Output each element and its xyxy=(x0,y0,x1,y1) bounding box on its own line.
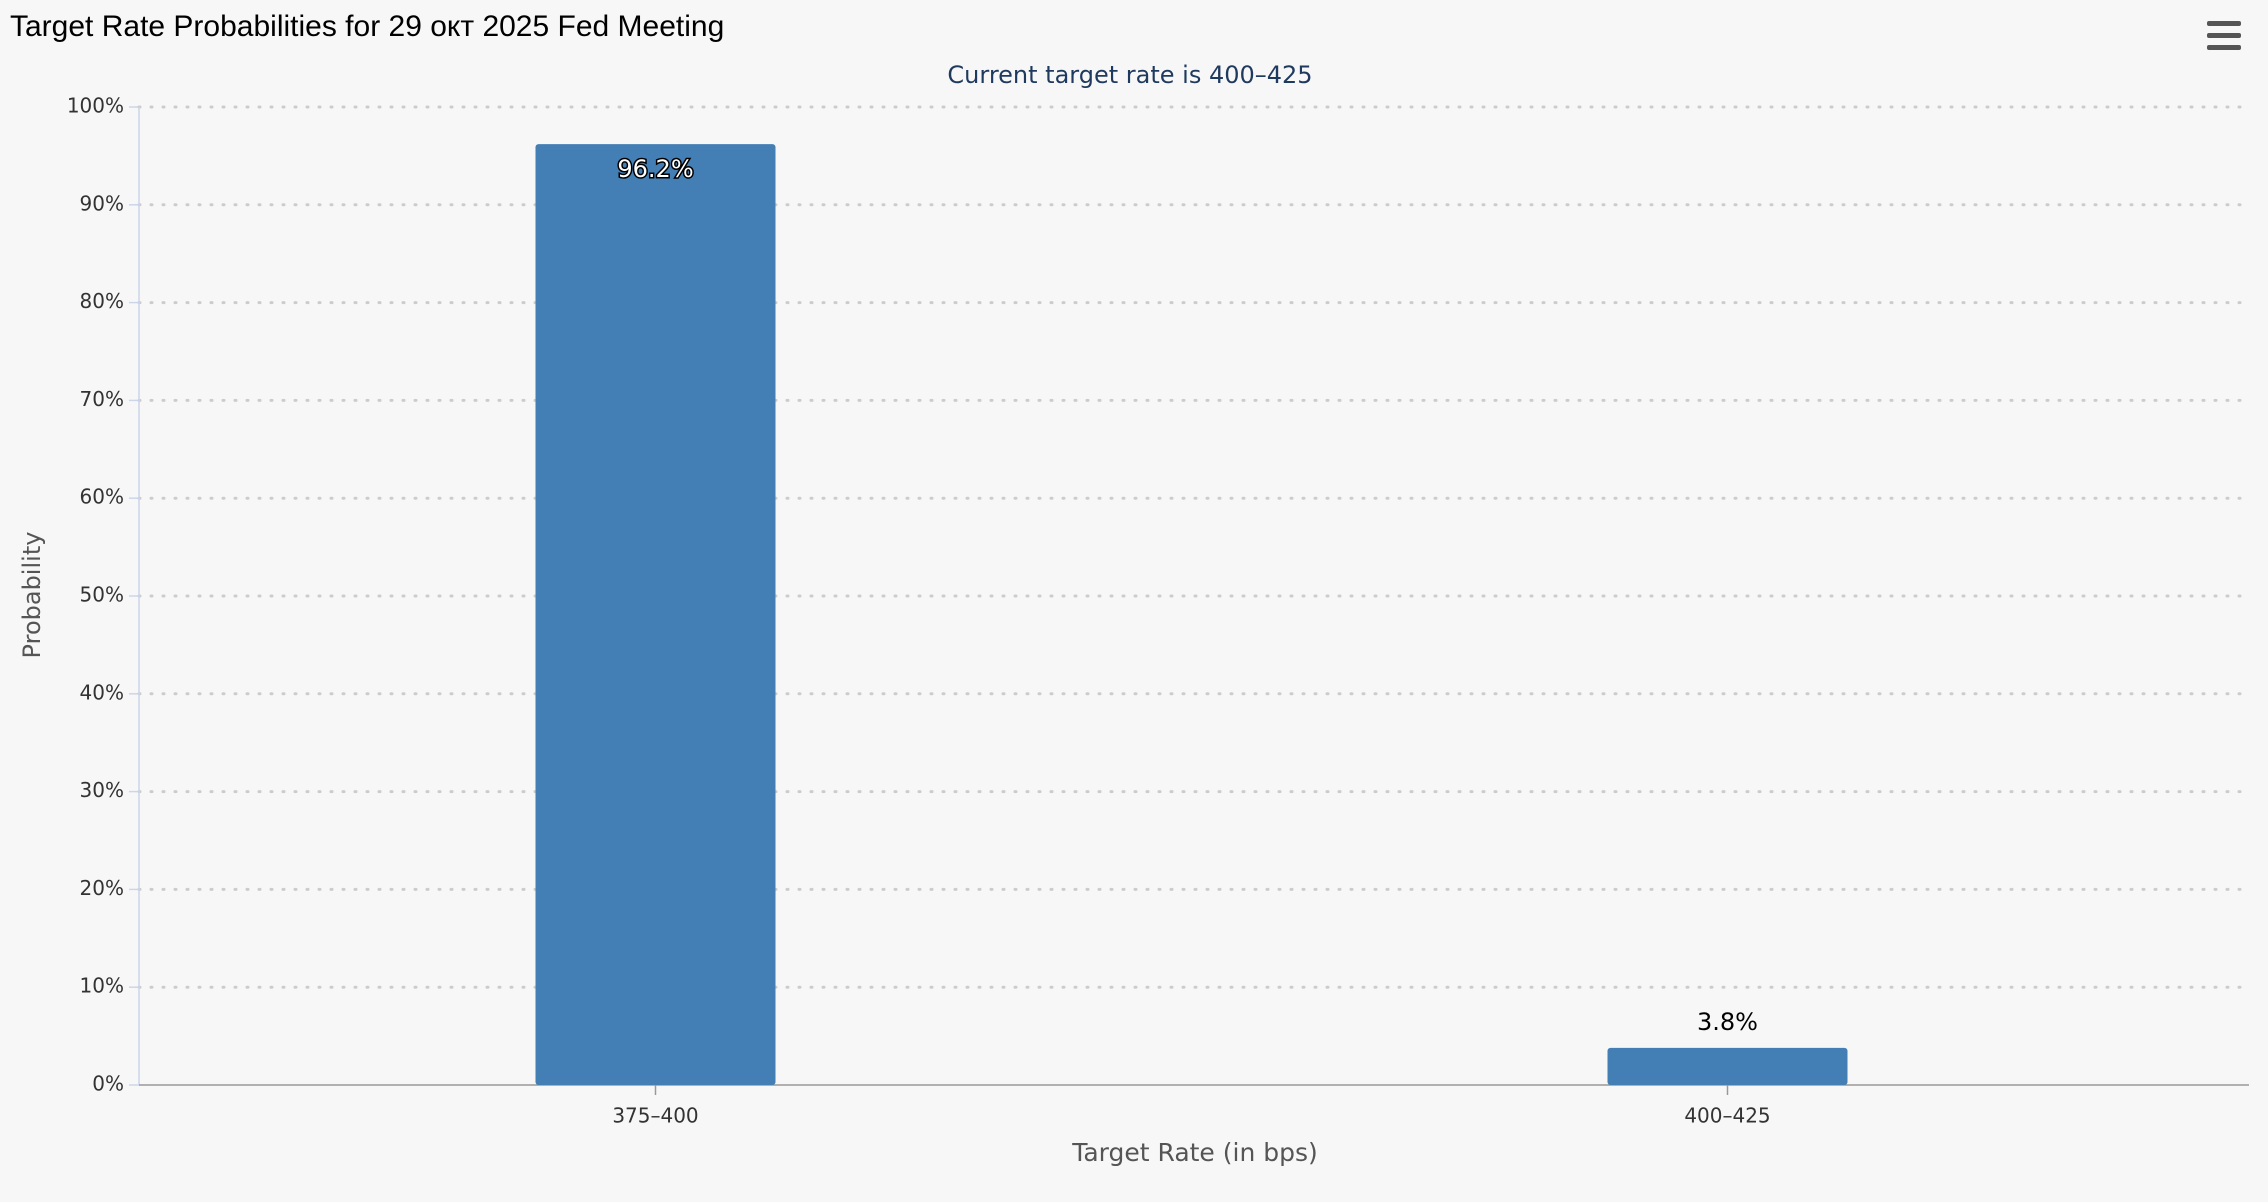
data-label: 3.8% xyxy=(1697,1008,1758,1036)
x-tick-label: 400–425 xyxy=(1684,1104,1770,1128)
y-tick-label: 80% xyxy=(80,289,124,313)
chart-subtitle: Current target rate is 400–425 xyxy=(947,61,1312,89)
x-axis-title: Target Rate (in bps) xyxy=(1071,1138,1318,1167)
y-tick-label: 90% xyxy=(80,191,124,215)
y-tick-label: 30% xyxy=(80,778,124,802)
bar xyxy=(535,144,776,1085)
bar xyxy=(1607,1047,1848,1085)
y-tick-label: 10% xyxy=(80,974,124,998)
y-axis-title: Probability xyxy=(18,532,46,659)
y-tick-label: 0% xyxy=(92,1072,124,1096)
y-tick-label: 60% xyxy=(80,485,124,509)
chart-title: Target Rate Probabilities for 29 окт 202… xyxy=(10,10,724,43)
x-tick-label: 375–400 xyxy=(612,1104,698,1128)
menu-button[interactable] xyxy=(2207,21,2241,50)
y-tick-label: 70% xyxy=(80,387,124,411)
y-tick-label: 100% xyxy=(67,94,124,118)
y-tick-label: 50% xyxy=(80,583,124,607)
data-label: 96.2% xyxy=(617,155,693,183)
y-tick-label: 40% xyxy=(80,680,124,704)
y-tick-label: 20% xyxy=(80,876,124,900)
